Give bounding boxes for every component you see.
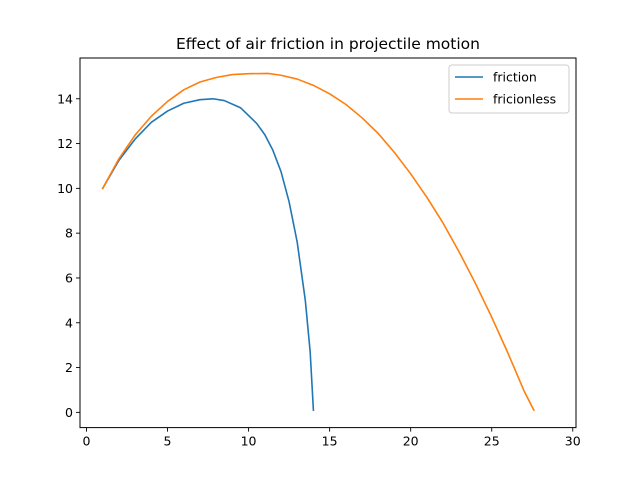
x-tick-label-3: 15: [322, 434, 338, 449]
y-axis-ticks: 0 2 4 6 8 10 12 14: [57, 91, 80, 420]
series-line-0: [101, 97, 315, 411]
y-tick-label-6: 12: [57, 136, 73, 151]
series-line-1: [101, 72, 535, 412]
axes-frame: [79, 57, 577, 429]
axes-background: [80, 58, 576, 428]
series-lines: [101, 72, 535, 412]
legend-label-0: friction: [493, 70, 537, 85]
x-axis-ticks: 0 5 10 15 20 25 30: [83, 427, 581, 449]
x-tick-label-6: 30: [565, 434, 581, 449]
y-tick-label-0: 0: [65, 405, 73, 420]
y-tick-label-1: 2: [65, 360, 73, 375]
legend-label-1: fricionless: [493, 92, 556, 107]
y-tick-label-4: 8: [65, 226, 73, 241]
x-tick-label-1: 5: [164, 434, 172, 449]
legend: friction fricionless: [448, 64, 570, 114]
y-tick-label-5: 10: [57, 181, 73, 196]
chart-title: Effect of air friction in projectile mot…: [176, 35, 480, 53]
y-tick-label-3: 6: [65, 270, 73, 285]
plot-area: 0 5 10 15 20 25 30 0 2 4 6 8 10 12 14: [57, 57, 581, 449]
x-tick-label-2: 10: [241, 434, 257, 449]
x-tick-label-5: 25: [484, 434, 500, 449]
y-tick-label-2: 4: [65, 315, 73, 330]
y-tick-label-7: 14: [57, 91, 73, 106]
x-tick-label-0: 0: [83, 434, 91, 449]
x-tick-label-4: 20: [403, 434, 419, 449]
